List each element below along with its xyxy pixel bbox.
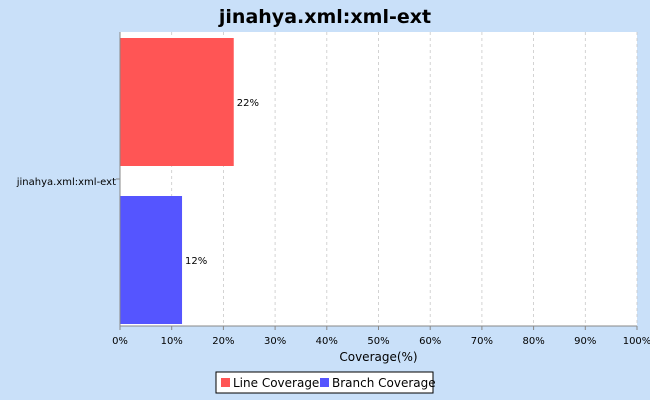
- x-tick-label: 50%: [367, 336, 389, 347]
- legend-label-branch-coverage: Branch Coverage: [332, 376, 436, 390]
- x-tick-label: 40%: [316, 336, 338, 347]
- category-label: jinahya.xml:xml-ext: [16, 177, 116, 188]
- bar-branch-coverage: [120, 196, 183, 324]
- x-tick-label: 70%: [471, 336, 493, 347]
- legend: Line Coverage Branch Coverage: [215, 371, 436, 394]
- bar-line-coverage: [120, 38, 234, 166]
- x-axis-title: Coverage(%): [339, 350, 417, 364]
- data-label-branch-coverage: 12%: [185, 256, 207, 267]
- x-tick-label: 100%: [623, 336, 650, 347]
- x-tick-label: 60%: [419, 336, 441, 347]
- data-label-line-coverage: 22%: [237, 98, 259, 109]
- axes: 0% 10% 20% 30% 40% 50% 60% 70% 80% 90% 100%: [112, 32, 650, 347]
- x-tick-label: 0%: [112, 336, 128, 347]
- legend-swatch-line-coverage: [221, 378, 230, 387]
- x-tick-label: 10%: [161, 336, 183, 347]
- bars: 22% 12%: [120, 38, 259, 324]
- chart-title: jinahya.xml:xml-ext: [218, 6, 431, 28]
- legend-label-line-coverage: Line Coverage: [233, 376, 319, 390]
- x-tick-label: 20%: [212, 336, 234, 347]
- x-tick-label: 30%: [264, 336, 286, 347]
- legend-swatch-branch-coverage: [320, 378, 329, 387]
- x-tick-label: 90%: [574, 336, 596, 347]
- x-tick-label: 80%: [522, 336, 544, 347]
